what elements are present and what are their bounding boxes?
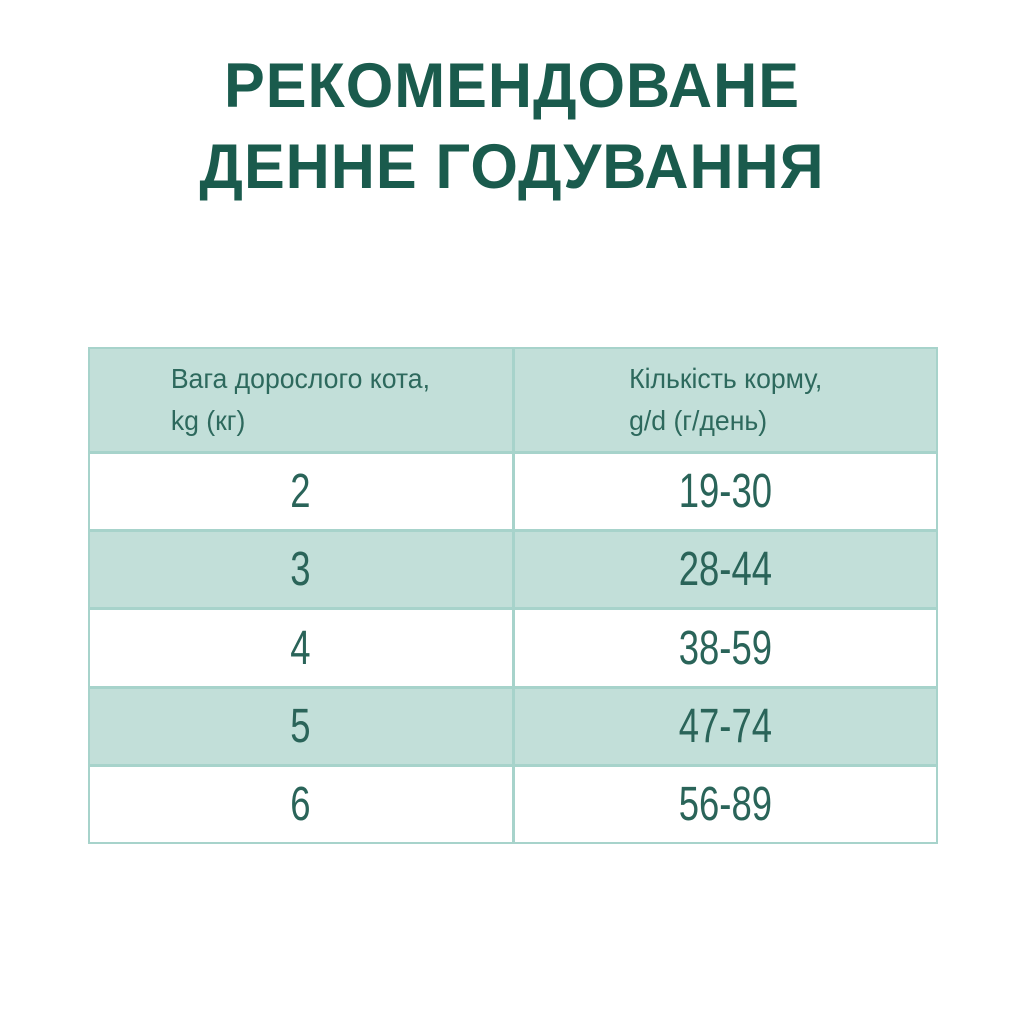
table-row: 6 56-89 bbox=[90, 763, 937, 843]
weight-value: 2 bbox=[290, 465, 311, 519]
cell-amount: 38-59 bbox=[511, 610, 937, 686]
amount-value: 47-74 bbox=[678, 699, 772, 753]
header-weight-line2: kg (кг) bbox=[171, 405, 246, 436]
cell-amount: 56-89 bbox=[511, 766, 937, 843]
cell-amount: 28-44 bbox=[511, 532, 937, 608]
page-title: РЕКОМЕНДОВАНЕ ДЕННЕ ГОДУВАННЯ bbox=[15, 46, 1008, 208]
amount-value: 19-30 bbox=[678, 465, 772, 519]
feeding-table-header-row: Вага дорослого кота, kg (кг) Кількість к… bbox=[90, 349, 936, 451]
cell-weight: 2 bbox=[90, 454, 512, 529]
weight-value: 4 bbox=[290, 621, 311, 675]
table-row: 3 28-44 bbox=[90, 529, 937, 608]
amount-value: 28-44 bbox=[678, 543, 772, 597]
weight-value: 6 bbox=[290, 777, 311, 831]
weight-value: 3 bbox=[290, 543, 311, 597]
feeding-table: Вага дорослого кота, kg (кг) Кількість к… bbox=[88, 347, 938, 844]
table-row: 2 19-30 bbox=[90, 451, 937, 530]
header-amount-text: Кількість корму, g/d (г/день) bbox=[629, 358, 822, 442]
page-title-line2: ДЕННЕ ГОДУВАННЯ bbox=[199, 132, 825, 202]
cell-amount: 47-74 bbox=[511, 688, 937, 764]
header-cell-amount: Кількість корму, g/d (г/день) bbox=[511, 349, 937, 451]
table-row: 4 38-59 bbox=[90, 607, 937, 686]
header-weight-line1: Вага дорослого кота, bbox=[171, 363, 431, 394]
page-title-line1: РЕКОМЕНДОВАНЕ bbox=[224, 51, 800, 121]
weight-value: 5 bbox=[290, 699, 311, 753]
cell-weight: 6 bbox=[90, 767, 512, 842]
header-amount-line2: g/d (г/день) bbox=[628, 405, 767, 436]
table-row: 5 47-74 bbox=[90, 685, 937, 764]
cell-amount: 19-30 bbox=[511, 454, 937, 530]
amount-value: 38-59 bbox=[678, 621, 772, 675]
header-amount-line1: Кількість корму, bbox=[628, 363, 822, 394]
amount-value: 56-89 bbox=[678, 777, 772, 831]
cell-weight: 3 bbox=[90, 532, 512, 607]
cell-weight: 4 bbox=[90, 610, 512, 685]
header-cell-weight: Вага дорослого кота, kg (кг) bbox=[90, 349, 512, 451]
cell-weight: 5 bbox=[90, 689, 512, 764]
header-weight-text: Вага дорослого кота, kg (кг) bbox=[171, 358, 430, 442]
